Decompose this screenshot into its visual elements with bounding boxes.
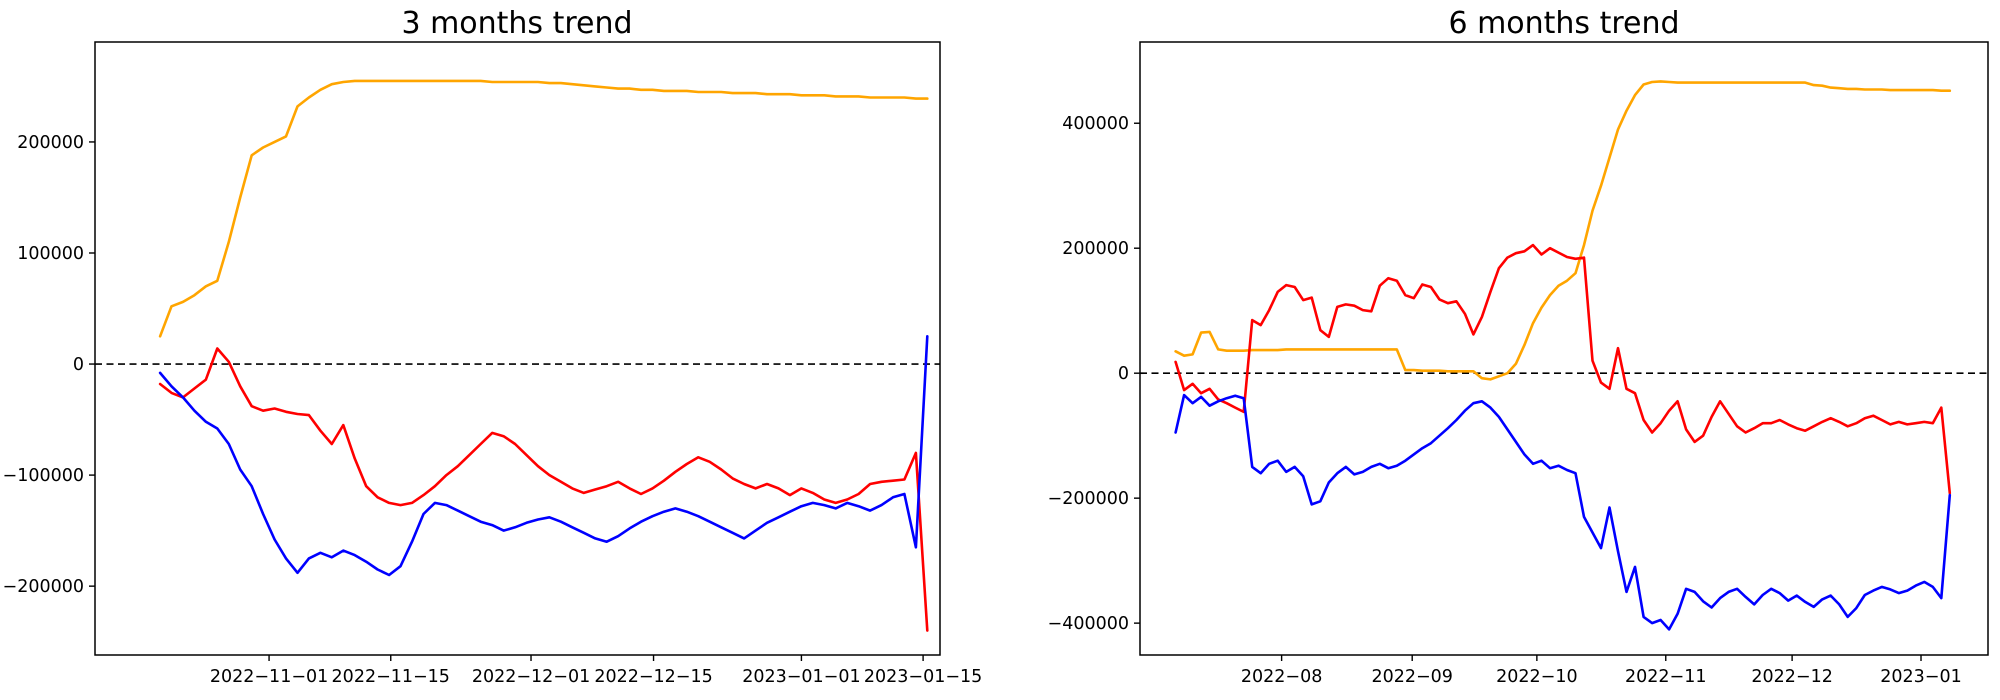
- y-axis-tick-label: 100000: [17, 244, 84, 264]
- series-line-orange: [158, 79, 929, 338]
- x-axis-tick-label: 2022−09: [1371, 667, 1452, 687]
- x-axis-tick-label: 2022−12−01: [472, 667, 590, 687]
- y-axis-tick-label: 400000: [1062, 114, 1129, 134]
- x-axis-tick-label: 2023−01−15: [864, 667, 982, 687]
- x-axis-tick-label: 2022−08: [1241, 667, 1322, 687]
- x-axis-tick-label: 2022−11−15: [332, 667, 450, 687]
- plot-border: [94, 41, 941, 656]
- series-line-blue: [1174, 393, 1952, 631]
- x-axis-tick-label: 2022−11−01: [210, 667, 328, 687]
- series-line-red: [1174, 243, 1952, 495]
- x-axis-tick-label: 2022−12−15: [594, 667, 712, 687]
- series-line-red: [158, 347, 929, 632]
- y-axis-tick-label: 200000: [17, 133, 84, 153]
- y-axis-tick-label: −200000: [1048, 489, 1129, 509]
- x-axis-tick-label: 2023−01: [1880, 667, 1961, 687]
- series-line-blue: [158, 334, 929, 577]
- y-axis-tick-label: −100000: [3, 466, 84, 486]
- y-axis-tick-label: 0: [73, 355, 84, 375]
- y-axis-tick-label: −200000: [3, 577, 84, 597]
- x-axis-tick-label: 2023−01−01: [742, 667, 860, 687]
- series-line-orange: [1174, 80, 1952, 381]
- x-axis-tick-label: 2022−12: [1751, 667, 1832, 687]
- left-chart-title: 3 months trend: [401, 6, 633, 41]
- right-chart-title: 6 months trend: [1448, 6, 1680, 41]
- y-axis-tick-label: 200000: [1062, 239, 1129, 259]
- y-axis-tick-label: −400000: [1048, 614, 1129, 634]
- y-axis-tick-label: 0: [1118, 364, 1129, 384]
- x-axis-tick-label: 2022−10: [1496, 667, 1577, 687]
- plot-border: [1139, 41, 1989, 656]
- x-axis-tick-label: 2022−11: [1625, 667, 1706, 687]
